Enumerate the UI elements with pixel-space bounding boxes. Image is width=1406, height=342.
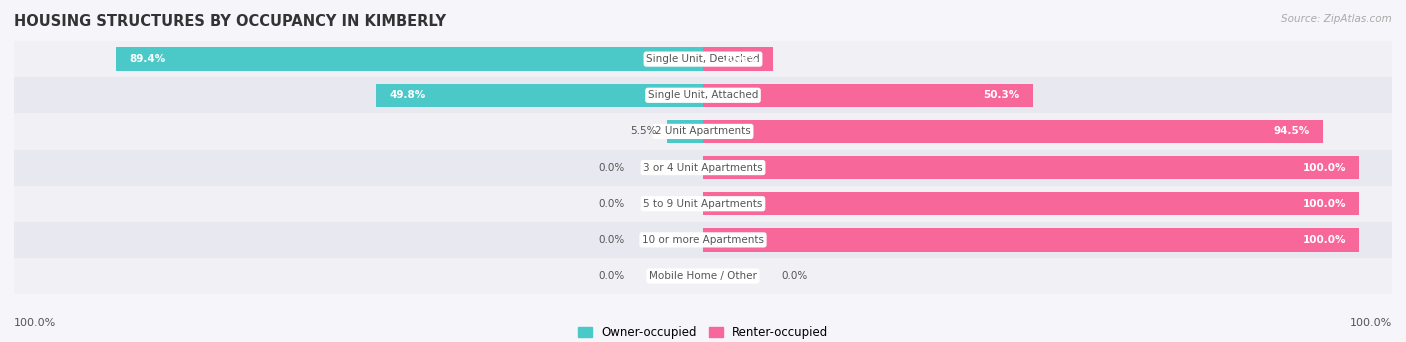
Text: Single Unit, Detached: Single Unit, Detached [647, 54, 759, 64]
Text: 100.0%: 100.0% [1350, 318, 1392, 328]
Bar [14, 77, 1392, 113]
Text: 94.5%: 94.5% [1274, 127, 1310, 136]
Bar [14, 113, 1392, 149]
Text: 100.0%: 100.0% [1302, 235, 1346, 245]
Text: 10.6%: 10.6% [723, 54, 759, 64]
Bar [703, 83, 1033, 107]
Bar [14, 222, 1392, 258]
Bar [14, 258, 1392, 294]
Text: 0.0%: 0.0% [782, 271, 808, 281]
Text: 49.8%: 49.8% [389, 90, 426, 100]
Text: Source: ZipAtlas.com: Source: ZipAtlas.com [1281, 14, 1392, 24]
Bar [14, 186, 1392, 222]
Text: Mobile Home / Other: Mobile Home / Other [650, 271, 756, 281]
Text: 5.5%: 5.5% [630, 127, 657, 136]
Bar [377, 83, 703, 107]
Text: 10 or more Apartments: 10 or more Apartments [643, 235, 763, 245]
Text: HOUSING STRUCTURES BY OCCUPANCY IN KIMBERLY: HOUSING STRUCTURES BY OCCUPANCY IN KIMBE… [14, 14, 446, 29]
Text: 3 or 4 Unit Apartments: 3 or 4 Unit Apartments [643, 162, 763, 173]
Bar [703, 156, 1360, 179]
Bar [14, 149, 1392, 186]
Legend: Owner-occupied, Renter-occupied: Owner-occupied, Renter-occupied [572, 321, 834, 342]
Text: 100.0%: 100.0% [1302, 162, 1346, 173]
Bar [14, 41, 1392, 77]
Text: 0.0%: 0.0% [598, 235, 624, 245]
Bar [703, 192, 1360, 215]
Text: 89.4%: 89.4% [129, 54, 166, 64]
Text: 5 to 9 Unit Apartments: 5 to 9 Unit Apartments [644, 199, 762, 209]
Text: 0.0%: 0.0% [598, 271, 624, 281]
Text: 0.0%: 0.0% [598, 162, 624, 173]
Text: 100.0%: 100.0% [14, 318, 56, 328]
Text: 2 Unit Apartments: 2 Unit Apartments [655, 127, 751, 136]
Text: 100.0%: 100.0% [1302, 199, 1346, 209]
Bar [703, 48, 772, 71]
Text: 50.3%: 50.3% [984, 90, 1019, 100]
Text: 0.0%: 0.0% [598, 199, 624, 209]
Bar [703, 228, 1360, 252]
Bar [703, 120, 1323, 143]
Bar [666, 120, 703, 143]
Text: Single Unit, Attached: Single Unit, Attached [648, 90, 758, 100]
Bar [117, 48, 703, 71]
